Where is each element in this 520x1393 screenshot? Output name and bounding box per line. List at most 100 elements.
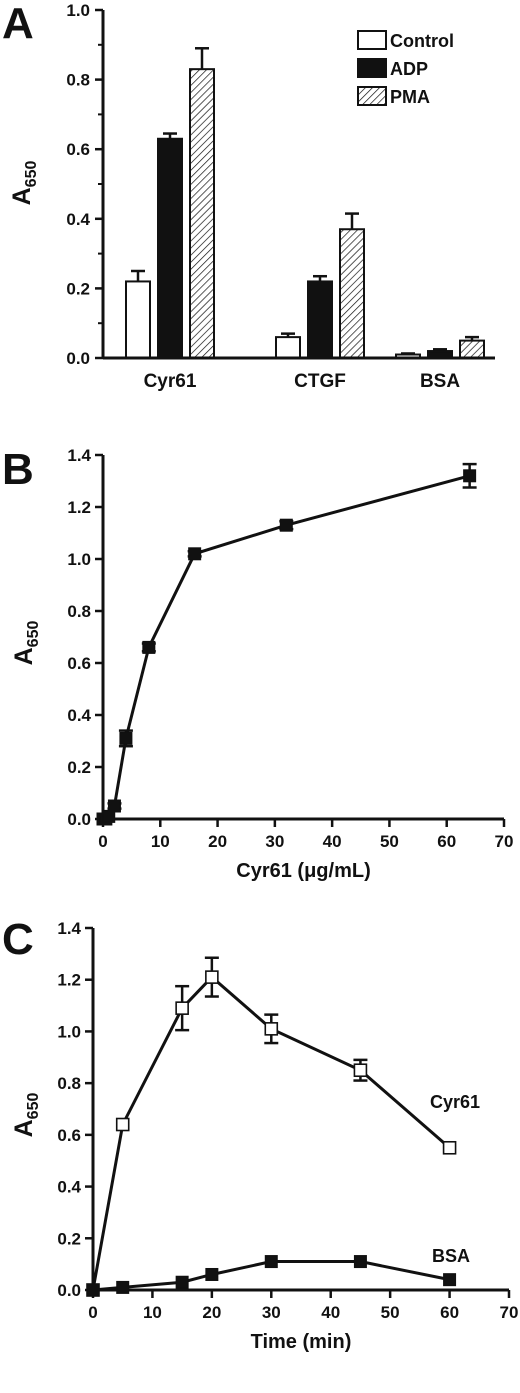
panel-b-line-chart: 0.0 0.2 0.4 0.6 0.8 1.0 1.2 1.4 0 10 20 30 40 50 60 70 C… [10, 446, 513, 882]
x-tick-label: 10 [143, 1303, 162, 1322]
x-tick-label: 10 [151, 832, 170, 851]
x-tick-label: 20 [208, 832, 227, 851]
data-point [175, 1001, 189, 1015]
y-axis-title-sub: 650 [25, 621, 42, 648]
category-label: Cyr61 [144, 371, 197, 392]
data-point [107, 799, 121, 813]
y-tick-label: 0.6 [57, 1126, 81, 1145]
data-point [119, 731, 133, 745]
legend-swatch-control [357, 30, 387, 50]
x-tick-label: 50 [380, 832, 399, 851]
panel-b-series [96, 462, 477, 826]
y-axis-title: A650 [10, 621, 42, 666]
y-tick-label: 0.4 [66, 210, 90, 229]
y-tick-label: 0.4 [57, 1178, 81, 1197]
y-tick-label: 0.2 [57, 1229, 81, 1248]
y-axis-title-main: A [8, 187, 36, 205]
x-tick-label: 0 [98, 832, 107, 851]
x-tick-label: 40 [323, 832, 342, 851]
series-label: BSA [432, 1246, 470, 1266]
legend-label-adp: ADP [390, 59, 428, 79]
legend-swatch-adp [357, 58, 387, 78]
bar-control-ctgf [275, 336, 301, 359]
x-tick-label: 60 [440, 1303, 459, 1322]
y-tick-label: 1.0 [67, 550, 91, 569]
y-tick-label: 0.0 [57, 1281, 81, 1300]
y-tick-label: 0.2 [67, 758, 91, 777]
bar-pma-cyr61 [189, 68, 215, 359]
y-axis-title-main: A [10, 1119, 38, 1137]
y-tick-label: 0.8 [67, 602, 91, 621]
x-tick-label: 60 [437, 832, 456, 851]
data-point [205, 1267, 219, 1281]
data-point [353, 1255, 367, 1269]
y-tick-label: 1.4 [67, 446, 91, 465]
panel-c-line-chart: 0.0 0.2 0.4 0.6 0.8 1.0 1.2 1.4 0 10 20 30 40 50 60 70 T… [10, 919, 518, 1353]
bar-pma-ctgf [339, 228, 365, 359]
data-point [175, 1275, 189, 1289]
legend-label-pma: PMA [390, 87, 430, 107]
panel-a-letter: A [2, 0, 34, 48]
y-axis-title-main: A [10, 647, 38, 665]
x-axis-title: Time (min) [251, 1331, 352, 1353]
panel-b-axes: 0.0 0.2 0.4 0.6 0.8 1.0 1.2 1.4 0 10 20 30 40 50 60 70 C… [10, 446, 513, 882]
y-tick-label: 1.2 [57, 971, 81, 990]
panel-c-axes: 0.0 0.2 0.4 0.6 0.8 1.0 1.2 1.4 0 10 20 30 40 50 60 70 T… [10, 919, 518, 1353]
panel-b-letter: B [2, 445, 34, 494]
y-tick-label: 0.6 [66, 140, 90, 159]
data-point [188, 547, 202, 561]
x-tick-label: 0 [88, 1303, 97, 1322]
y-tick-label: 0.8 [66, 71, 90, 90]
y-tick-label: 0.4 [67, 706, 91, 725]
data-point [463, 469, 477, 483]
panel-a-bar-chart: Control ADP PMA Cyr61 CTGF BSA 0.0 0.2 0.4 0.6 0.… [8, 1, 495, 392]
y-tick-label: 0.2 [66, 279, 90, 298]
data-point [264, 1255, 278, 1269]
x-tick-label: 30 [262, 1303, 281, 1322]
x-tick-label: 70 [500, 1303, 519, 1322]
x-tick-label: 70 [495, 832, 514, 851]
data-point [142, 640, 156, 654]
y-axis-title-sub: 650 [25, 1093, 42, 1120]
y-tick-label: 1.0 [57, 1022, 81, 1041]
x-tick-label: 20 [202, 1303, 221, 1322]
data-point [115, 1117, 130, 1132]
data-point [443, 1273, 457, 1287]
panel-a-bars [125, 47, 485, 360]
y-tick-label: 0.6 [67, 654, 91, 673]
legend-label-control: Control [390, 31, 454, 51]
bar-adp-cyr61 [157, 137, 183, 359]
x-tick-label: 30 [265, 832, 284, 851]
panel-c-letter: C [2, 915, 34, 964]
bar-pma-bsa [459, 339, 485, 360]
y-tick-label: 0.0 [67, 810, 91, 829]
x-axis-title: Cyr61 (μg/mL) [236, 860, 370, 882]
data-point [279, 518, 293, 532]
data-point [86, 1283, 100, 1297]
bar-adp-ctgf [307, 280, 333, 359]
category-label: CTGF [294, 371, 346, 392]
panel-a-axes: Cyr61 CTGF BSA 0.0 0.2 0.4 0.6 0.8 1.0 A650 [8, 1, 495, 392]
data-point [116, 1280, 130, 1294]
data-point [442, 1140, 457, 1155]
y-axis-title-sub: 650 [23, 161, 40, 188]
bar-control-cyr61 [125, 280, 151, 359]
data-point [353, 1063, 368, 1078]
legend-swatch-pma [357, 86, 387, 106]
y-tick-label: 1.4 [57, 919, 81, 938]
y-tick-label: 0.0 [66, 349, 90, 368]
x-tick-label: 40 [321, 1303, 340, 1322]
y-tick-label: 0.8 [57, 1074, 81, 1093]
series-label: Cyr61 [430, 1092, 480, 1112]
data-point [205, 970, 219, 984]
data-point [264, 1022, 279, 1036]
panel-a-legend: Control ADP PMA [357, 30, 454, 107]
y-axis-title: A650 [10, 1093, 42, 1138]
panel-c-series: Cyr61 BSA [86, 956, 480, 1297]
y-tick-label: 1.2 [67, 498, 91, 517]
y-tick-label: 1.0 [66, 1, 90, 20]
x-tick-label: 50 [381, 1303, 400, 1322]
category-label: BSA [420, 371, 460, 392]
y-axis-title: A650 [8, 161, 40, 206]
